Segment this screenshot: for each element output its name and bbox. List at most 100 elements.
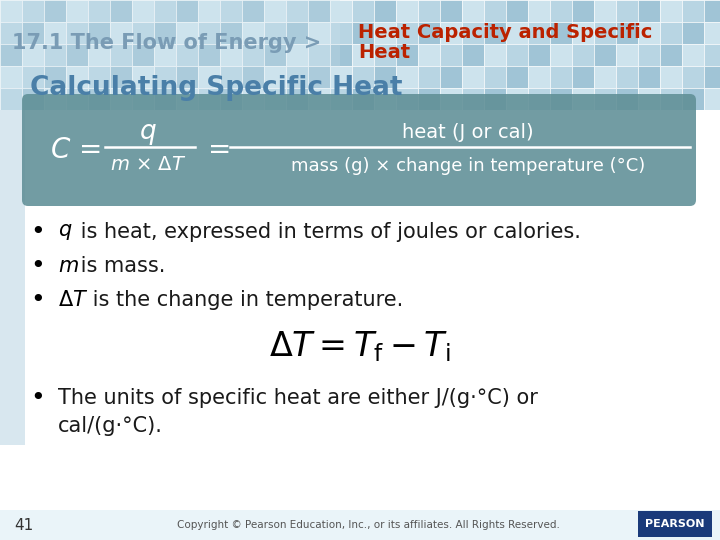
Text: cal/(g·°C).: cal/(g·°C).: [58, 416, 163, 436]
Bar: [440, 88, 462, 110]
Bar: [198, 44, 220, 66]
Bar: [550, 22, 572, 44]
Bar: [418, 0, 440, 22]
Bar: [44, 66, 66, 88]
Bar: [264, 44, 286, 66]
Bar: [22, 88, 44, 110]
Bar: [528, 22, 550, 44]
Text: Heat Capacity and Specific: Heat Capacity and Specific: [358, 23, 652, 42]
Bar: [330, 66, 352, 88]
Bar: [242, 66, 264, 88]
Text: $C$ =: $C$ =: [50, 136, 101, 164]
Bar: [154, 66, 176, 88]
Bar: [352, 22, 374, 44]
Bar: [704, 88, 720, 110]
Bar: [44, 88, 66, 110]
Bar: [396, 0, 418, 22]
Bar: [528, 44, 550, 66]
FancyBboxPatch shape: [22, 94, 696, 206]
Bar: [396, 44, 418, 66]
Bar: [286, 66, 308, 88]
Text: $m$: $m$: [58, 256, 79, 276]
Text: •: •: [30, 386, 45, 410]
Bar: [550, 44, 572, 66]
Bar: [0, 0, 22, 22]
Bar: [198, 88, 220, 110]
Bar: [22, 22, 44, 44]
Bar: [374, 44, 396, 66]
Bar: [0, 66, 22, 88]
Bar: [660, 88, 682, 110]
Bar: [528, 88, 550, 110]
Bar: [374, 66, 396, 88]
Bar: [484, 22, 506, 44]
Bar: [506, 0, 528, 22]
Bar: [682, 0, 704, 22]
Text: $m$ × $\Delta T$: $m$ × $\Delta T$: [110, 154, 186, 173]
Bar: [704, 0, 720, 22]
Bar: [594, 66, 616, 88]
Bar: [132, 66, 154, 88]
Bar: [110, 44, 132, 66]
Bar: [616, 44, 638, 66]
Bar: [0, 44, 22, 66]
Bar: [704, 44, 720, 66]
Bar: [484, 0, 506, 22]
Bar: [330, 44, 352, 66]
Bar: [66, 66, 88, 88]
Bar: [594, 0, 616, 22]
Bar: [506, 88, 528, 110]
Bar: [462, 66, 484, 88]
Bar: [308, 44, 330, 66]
Bar: [616, 0, 638, 22]
Bar: [418, 44, 440, 66]
Bar: [462, 22, 484, 44]
Bar: [198, 66, 220, 88]
Bar: [88, 66, 110, 88]
Bar: [704, 22, 720, 44]
Bar: [132, 88, 154, 110]
Bar: [594, 22, 616, 44]
Bar: [308, 66, 330, 88]
Bar: [176, 22, 198, 44]
Bar: [572, 88, 594, 110]
Bar: [286, 88, 308, 110]
Bar: [418, 22, 440, 44]
Bar: [308, 22, 330, 44]
Bar: [638, 22, 660, 44]
Bar: [572, 0, 594, 22]
Bar: [550, 66, 572, 88]
Text: $q$: $q$: [139, 121, 157, 147]
Bar: [176, 44, 198, 66]
Text: 17.1 The Flow of Energy >: 17.1 The Flow of Energy >: [12, 33, 321, 53]
Bar: [110, 88, 132, 110]
Bar: [616, 66, 638, 88]
Bar: [396, 66, 418, 88]
Bar: [440, 44, 462, 66]
Bar: [66, 88, 88, 110]
Bar: [462, 88, 484, 110]
Bar: [638, 66, 660, 88]
Text: is heat, expressed in terms of joules or calories.: is heat, expressed in terms of joules or…: [74, 222, 581, 242]
Bar: [330, 22, 352, 44]
Text: Copyright © Pearson Education, Inc., or its affiliates. All Rights Reserved.: Copyright © Pearson Education, Inc., or …: [176, 520, 559, 530]
Bar: [308, 0, 330, 22]
Text: $\Delta T$: $\Delta T$: [58, 290, 89, 310]
Bar: [374, 88, 396, 110]
Bar: [286, 44, 308, 66]
Bar: [352, 44, 374, 66]
Bar: [154, 88, 176, 110]
Bar: [22, 0, 44, 22]
Bar: [0, 0, 340, 110]
Text: Calculating Specific Heat: Calculating Specific Heat: [30, 75, 402, 101]
Bar: [198, 0, 220, 22]
Bar: [572, 66, 594, 88]
Bar: [682, 22, 704, 44]
Bar: [528, 66, 550, 88]
Bar: [396, 88, 418, 110]
Bar: [638, 0, 660, 22]
Bar: [308, 88, 330, 110]
Bar: [110, 0, 132, 22]
Bar: [374, 22, 396, 44]
Bar: [0, 110, 720, 540]
